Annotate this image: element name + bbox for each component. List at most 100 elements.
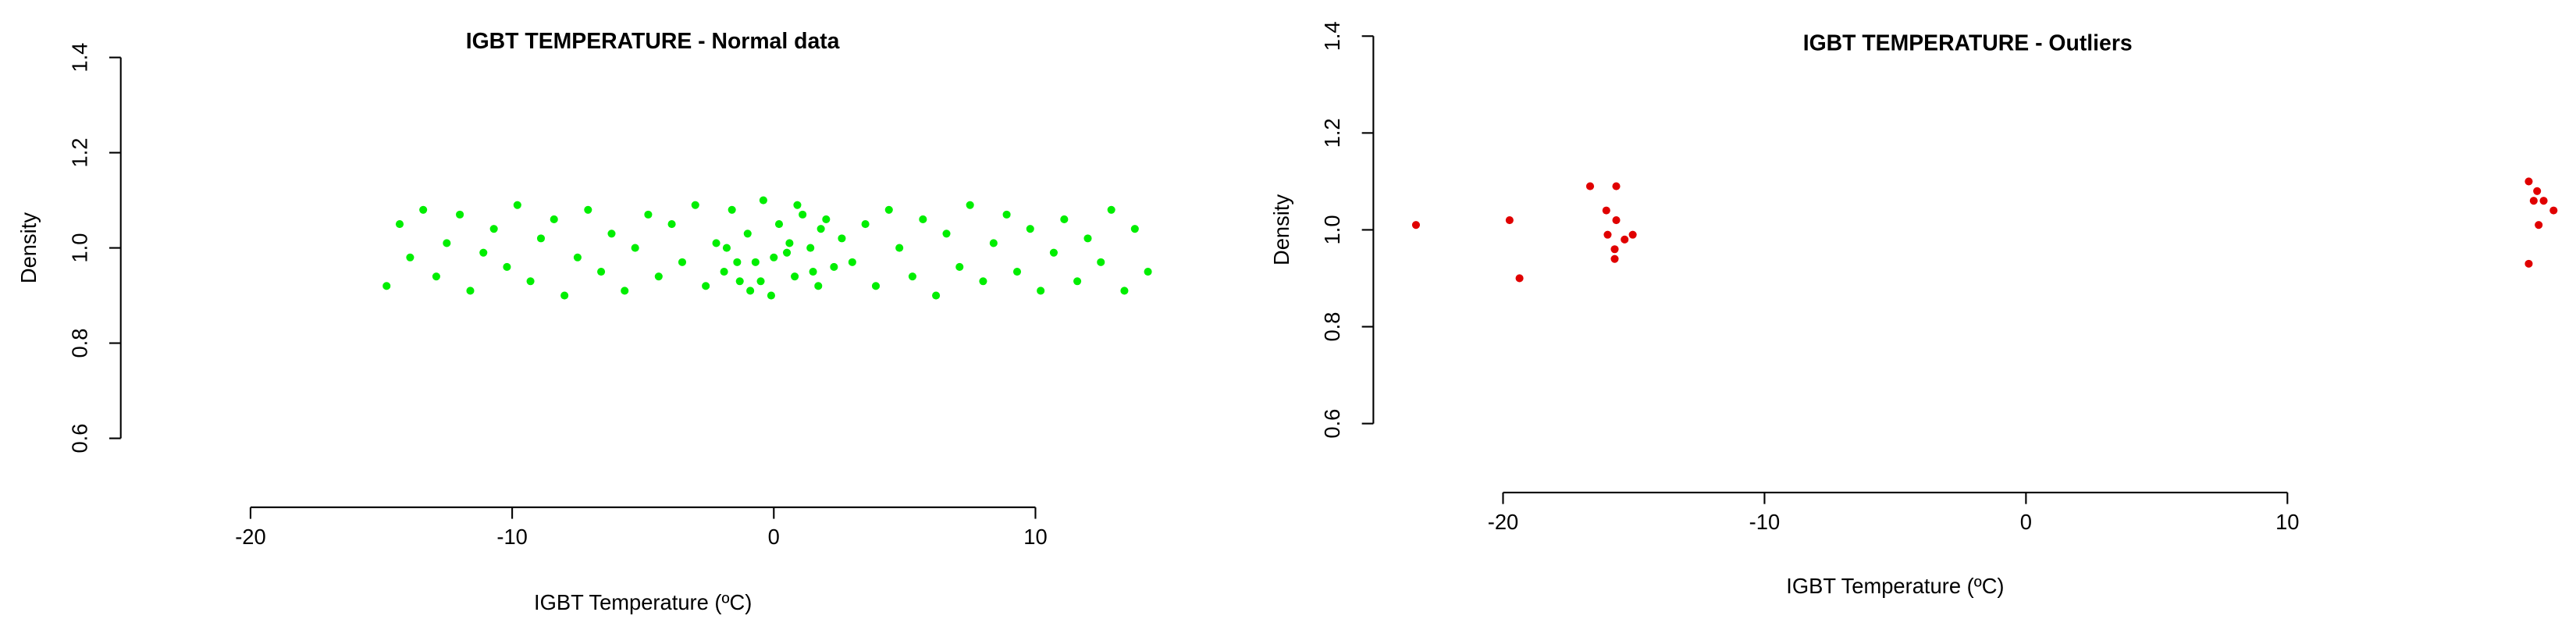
point	[702, 282, 710, 290]
point	[743, 230, 752, 238]
point	[395, 220, 404, 229]
x-tick-label: -10	[496, 525, 528, 549]
point	[793, 201, 802, 209]
point	[2549, 206, 2558, 215]
point	[584, 205, 592, 214]
point	[955, 262, 964, 272]
y-tick-label: 0.6	[67, 424, 91, 454]
point	[691, 201, 699, 209]
point	[1120, 286, 1129, 295]
point	[861, 220, 870, 229]
point	[536, 234, 546, 243]
y-tick-label: 0.8	[1320, 312, 1344, 342]
point	[1628, 230, 1637, 239]
point	[1602, 206, 1610, 215]
point	[884, 205, 893, 214]
chart-title: IGBT TEMPERATURE - Outliers	[1803, 30, 2133, 55]
point	[822, 215, 831, 224]
point	[406, 253, 415, 262]
point	[631, 244, 639, 252]
point	[720, 268, 728, 276]
x-tick-label: -20	[1488, 510, 1519, 534]
point	[526, 277, 535, 286]
point	[1002, 210, 1011, 219]
y-tick-label: 1.2	[67, 138, 91, 168]
point	[989, 239, 998, 247]
y-tick-label: 0.8	[67, 329, 91, 358]
y-tick-label: 1.4	[67, 43, 91, 73]
point	[2533, 187, 2542, 195]
point	[848, 258, 856, 266]
point	[2529, 197, 2538, 205]
y-tick-label: 0.6	[1320, 409, 1344, 439]
point	[785, 239, 794, 247]
point	[751, 258, 760, 266]
point	[919, 215, 927, 224]
point	[908, 272, 916, 281]
point	[1012, 268, 1022, 276]
x-axis-label: IGBT Temperature (ºC)	[534, 590, 752, 614]
point	[806, 244, 815, 252]
point	[979, 277, 987, 286]
point	[1097, 258, 1105, 266]
point	[678, 258, 687, 266]
point	[966, 201, 974, 209]
point	[1603, 230, 1612, 239]
point	[2524, 259, 2533, 268]
x-tick-label: 0	[2020, 510, 2032, 534]
point	[1505, 215, 1514, 225]
x-tick-label: -10	[1749, 510, 1781, 534]
point	[733, 258, 742, 266]
point	[759, 196, 767, 205]
point	[1612, 182, 1621, 190]
point	[1037, 286, 1045, 295]
y-tick-label: 1.2	[1320, 118, 1344, 148]
point	[932, 291, 941, 300]
point	[479, 248, 488, 257]
point	[513, 201, 521, 209]
point	[667, 220, 676, 229]
point	[573, 253, 582, 262]
point	[1107, 205, 1115, 214]
point	[1049, 248, 1058, 257]
point	[621, 286, 629, 295]
point	[1130, 225, 1139, 233]
point	[443, 239, 451, 247]
point	[432, 272, 440, 281]
point	[654, 272, 663, 281]
point	[1610, 254, 1619, 263]
point	[817, 225, 825, 233]
point	[489, 225, 498, 233]
x-tick-label: -20	[235, 525, 266, 549]
y-tick-label: 1.0	[67, 233, 91, 263]
point	[799, 210, 807, 219]
x-tick-label: 10	[1023, 525, 1047, 549]
point	[1612, 215, 1621, 225]
point	[597, 268, 606, 276]
y-tick-label: 1.4	[1320, 21, 1344, 51]
point	[1610, 245, 1619, 254]
point	[712, 239, 720, 247]
point	[456, 210, 464, 219]
point	[838, 234, 846, 243]
point	[728, 205, 736, 214]
x-tick-label: 10	[2275, 510, 2299, 534]
point	[560, 291, 569, 300]
point	[770, 253, 778, 262]
point	[607, 230, 616, 238]
point	[830, 262, 838, 272]
point	[1144, 268, 1152, 276]
point	[735, 277, 744, 286]
point	[809, 268, 817, 276]
point	[774, 220, 784, 229]
point	[791, 272, 799, 281]
point	[2535, 221, 2543, 230]
point	[767, 291, 775, 300]
point	[503, 262, 511, 272]
y-axis-label: Density	[1269, 194, 1293, 265]
point	[1621, 235, 1629, 244]
point	[1411, 221, 1421, 230]
point	[1585, 182, 1595, 190]
